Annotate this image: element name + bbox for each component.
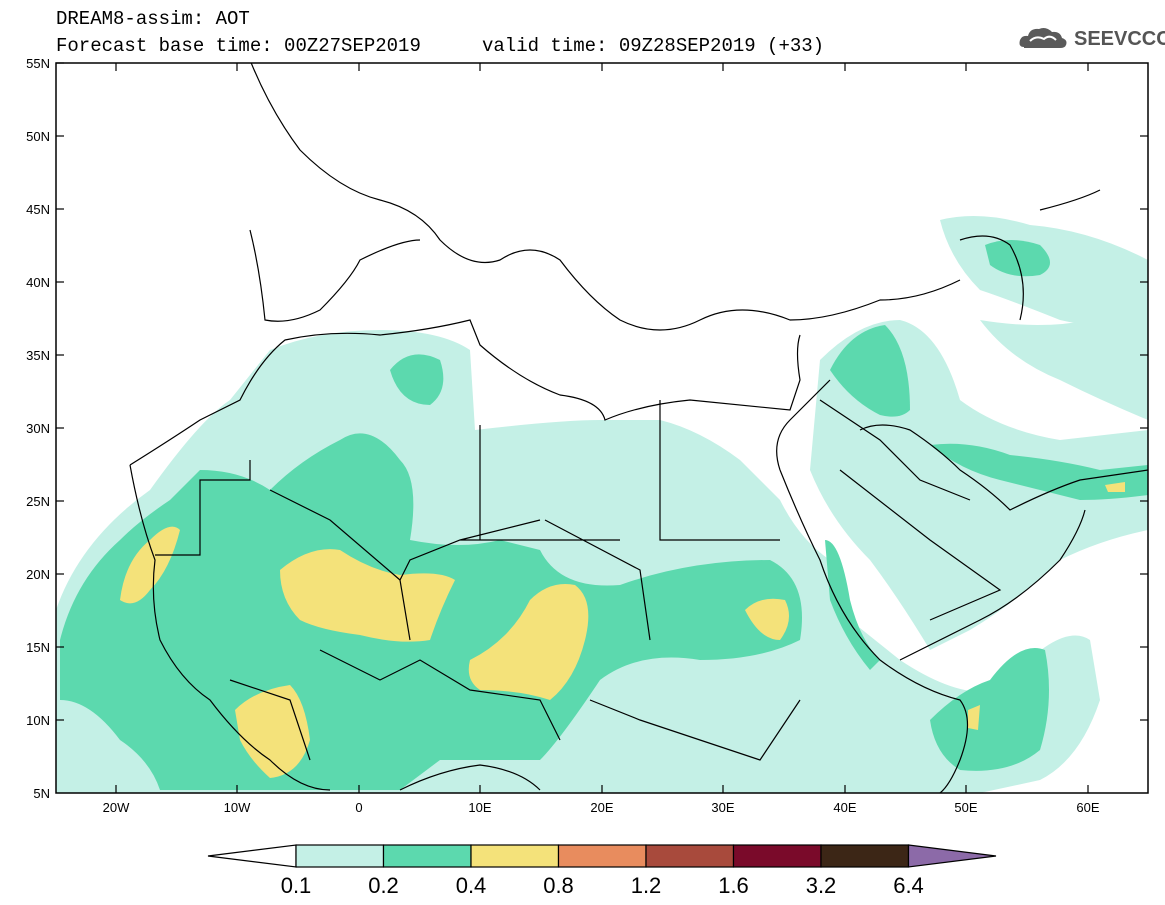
aot-high-niger [468,584,589,700]
colorbar-label: 6.4 [893,873,924,898]
aot-medium-gulf [930,443,1148,500]
aot-medium-mesopotamia [830,325,910,417]
lat-label: 35N [26,348,50,363]
aot-light-iran [980,300,1148,420]
colorbar-bin-2 [470,844,560,868]
lat-label: 30N [26,421,50,436]
aot-high-sudan [745,598,789,640]
lon-label: 50E [954,800,977,815]
lon-label: 40E [833,800,856,815]
aot-medium-caspian [985,240,1050,277]
cloud-logo-icon [1019,28,1067,48]
lon-label: 20E [590,800,613,815]
lat-label: 40N [26,275,50,290]
colorbar-label: 0.8 [543,873,574,898]
colorbar [207,844,997,868]
aot-high-mauritania [120,526,180,604]
forecast-base-time: Forecast base time: 00Z27SEP2019 [56,35,421,57]
colorbar-bin-5 [732,844,822,868]
colorbar-label: 3.2 [806,873,837,898]
aot-high-ghana [235,685,310,778]
lat-label: 45N [26,202,50,217]
colorbar-bin-6 [820,844,910,868]
colorbar-label: 0.1 [281,873,312,898]
lat-label: 10N [26,713,50,728]
lat-label: 55N [26,56,50,71]
lon-label: 10E [468,800,491,815]
colorbar-bin-3 [557,844,647,868]
aot-high-somalia [968,705,980,730]
lat-label: 25N [26,494,50,509]
colorbar-bin-1 [382,844,472,868]
map-title: DREAM8-assim: AOT [56,8,250,30]
aot-medium-redsea [825,540,880,670]
coastlines [129,63,1148,793]
colorbar-labels: 0.1 0.2 0.4 0.8 1.2 1.6 3.2 6.4 [281,873,924,898]
aot-medium-horn [930,648,1049,771]
longitude-labels: 20W 10W 0 10E 20E 30E 40E 50E 60E [103,800,1100,815]
lat-label: 15N [26,640,50,655]
logo-text: SEEVCCC [1074,28,1165,50]
colorbar-label: 0.2 [368,873,399,898]
aot-high-mali [280,549,455,642]
axis-ticks [56,62,1148,793]
latitude-labels: 55N 50N 45N 40N 35N 30N 25N 20N 15N 10N … [26,56,50,801]
valid-time: valid time: 09Z28SEP2019 (+33) [482,35,825,57]
lon-label: 30E [711,800,734,815]
lon-label: 60E [1076,800,1099,815]
aot-high-iran [1105,482,1125,492]
lon-label: 10W [224,800,251,815]
colorbar-low-arrow [207,844,297,868]
lat-label: 20N [26,567,50,582]
aot-fields [56,216,1148,793]
lon-label: 20W [103,800,130,815]
lat-label: 50N [26,129,50,144]
colorbar-bin-0 [295,844,385,868]
colorbar-label: 1.6 [718,873,749,898]
aot-medium-morocco [390,354,444,405]
lat-label: 5N [33,786,50,801]
colorbar-bin-4 [645,844,735,868]
lon-label: 0 [355,800,362,815]
colorbar-high-arrow [907,844,997,868]
colorbar-label: 1.2 [631,873,662,898]
colorbar-label: 0.4 [456,873,487,898]
